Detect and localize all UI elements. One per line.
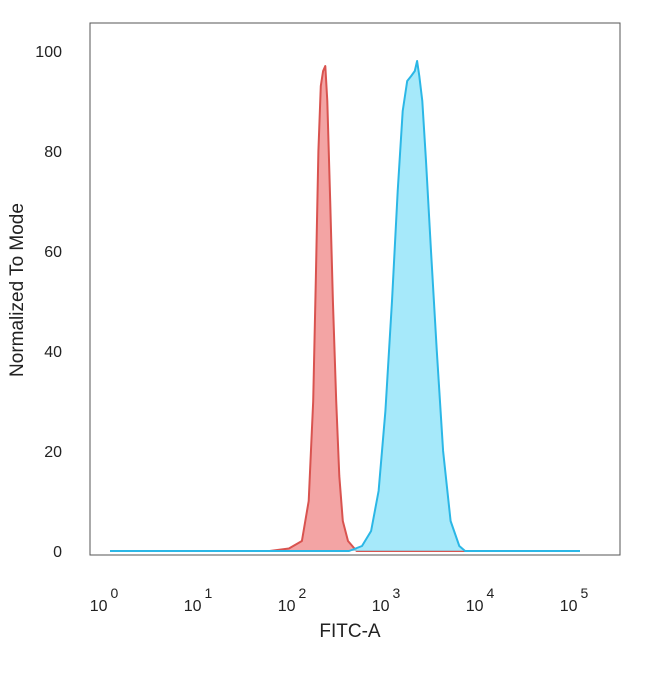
x-tick-label: 101 bbox=[184, 585, 213, 615]
y-tick-label: 0 bbox=[53, 544, 62, 561]
y-tick-label: 20 bbox=[44, 444, 62, 461]
y-axis-label: Normalized To Mode bbox=[7, 203, 28, 377]
y-tick-label: 60 bbox=[44, 244, 62, 261]
series-0-line bbox=[110, 65, 580, 552]
x-axis-ticks: 100 101 102 103 104 105 bbox=[90, 585, 589, 615]
x-tick-label: 104 bbox=[466, 585, 495, 615]
x-tick-label: 103 bbox=[372, 585, 401, 615]
series-1-line bbox=[110, 60, 580, 552]
y-tick-label: 40 bbox=[44, 344, 62, 361]
plot-area bbox=[89, 22, 621, 556]
y-tick-label: 80 bbox=[44, 144, 62, 161]
x-tick-label: 102 bbox=[278, 585, 307, 615]
y-tick-label: 100 bbox=[35, 44, 62, 61]
x-axis-label: FITC-A bbox=[319, 621, 381, 642]
x-tick-label: 105 bbox=[560, 585, 589, 615]
y-axis-ticks: 0 20 40 60 80 100 bbox=[35, 44, 62, 561]
series-layer bbox=[110, 60, 580, 552]
x-tick-label: 100 bbox=[90, 585, 119, 615]
